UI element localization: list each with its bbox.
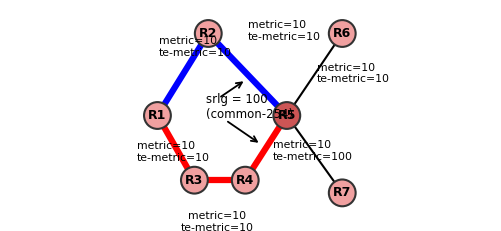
Text: srlg = 100
(common-254): srlg = 100 (common-254) [205,93,293,122]
Text: R7: R7 [332,186,351,199]
Text: metric=10
te-metric=100: metric=10 te-metric=100 [273,140,352,162]
Text: metric=10
te-metric=10: metric=10 te-metric=10 [181,211,254,231]
Circle shape [181,167,207,194]
Text: R5: R5 [277,109,296,122]
Text: metric=10
te-metric=10: metric=10 te-metric=10 [247,20,320,42]
Text: R4: R4 [235,174,254,187]
Circle shape [328,20,355,47]
Circle shape [231,167,258,194]
Text: R3: R3 [185,174,203,187]
Text: R1: R1 [148,109,166,122]
Text: metric=10
te-metric=10: metric=10 te-metric=10 [158,36,231,58]
Text: metric=10
te-metric=10: metric=10 te-metric=10 [316,63,389,84]
Text: R6: R6 [333,27,351,40]
Circle shape [328,179,355,206]
Circle shape [144,102,170,129]
Text: R2: R2 [199,27,217,40]
Circle shape [273,102,300,129]
Text: metric=10
te-metric=10: metric=10 te-metric=10 [136,141,209,163]
Circle shape [194,20,221,47]
